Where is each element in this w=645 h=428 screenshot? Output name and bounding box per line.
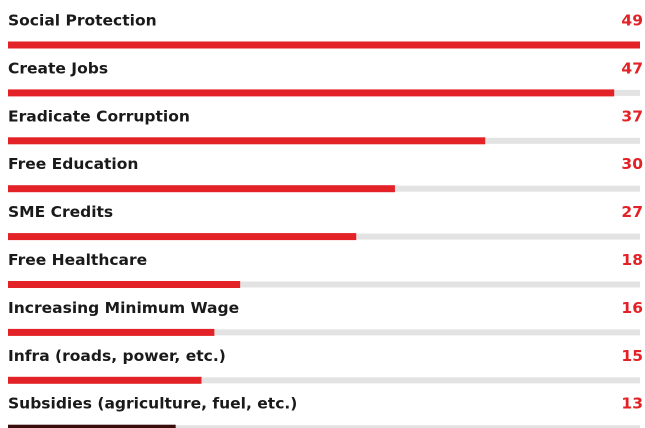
bar (8, 41, 640, 49)
value-label: 18 (621, 251, 643, 269)
value-label: 49 (621, 12, 643, 30)
bar-track (8, 329, 640, 336)
value-label: 15 (621, 347, 643, 365)
bar (8, 376, 202, 384)
category-label: Free Education (8, 155, 138, 173)
category-label: Subsidies (agriculture, fuel, etc.) (8, 395, 297, 413)
category-label: Infra (roads, power, etc.) (8, 347, 226, 365)
category-label: Eradicate Corruption (8, 107, 190, 125)
bar (8, 185, 395, 193)
value-label: 30 (621, 155, 643, 173)
category-label: Social Protection (8, 12, 157, 30)
category-label: Increasing Minimum Wage (8, 299, 239, 317)
category-label: Create Jobs (8, 59, 108, 77)
bar (8, 424, 176, 428)
value-label: 27 (621, 203, 643, 221)
category-label: SME Credits (8, 203, 113, 221)
bar (8, 281, 241, 288)
category-label: Free Healthcare (8, 251, 147, 269)
bar (8, 328, 215, 336)
bar-track (8, 425, 640, 428)
value-label: 47 (621, 59, 643, 77)
bar (8, 89, 615, 97)
bar (8, 137, 486, 145)
value-label: 37 (621, 107, 643, 125)
value-label: 16 (621, 299, 643, 317)
bar-track (8, 377, 640, 384)
value-label: 13 (621, 395, 643, 413)
bar (8, 233, 357, 241)
bar-track (8, 281, 640, 288)
